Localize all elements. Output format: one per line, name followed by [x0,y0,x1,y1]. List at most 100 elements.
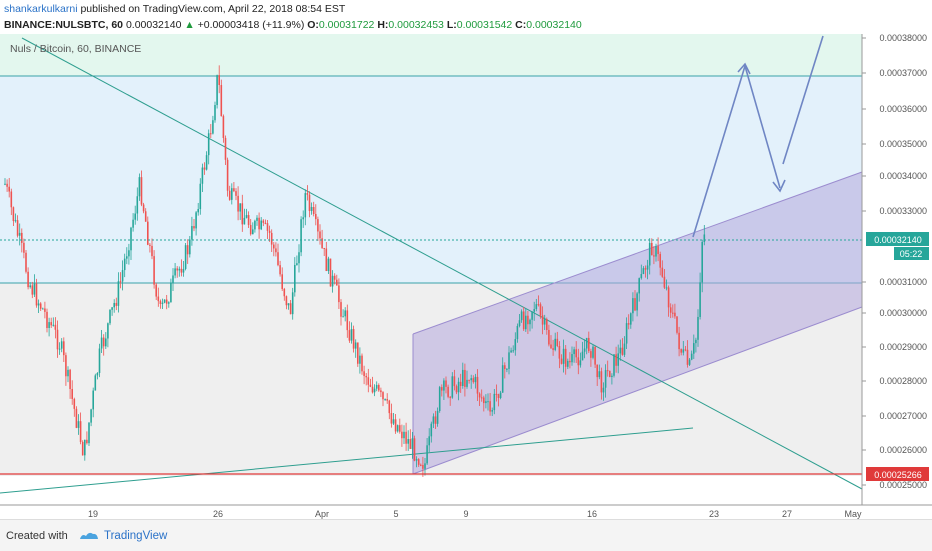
candle-body [384,399,386,401]
candle-body [226,159,229,191]
candle-body [590,351,592,358]
high-value: 0.00032453 [388,19,444,31]
price-tick-label: 0.00029000 [879,342,927,352]
candle-body [554,338,556,350]
time-tick-label: 9 [463,509,468,519]
open-value: 0.00031722 [318,19,375,31]
time-tick-label: 27 [782,509,792,519]
candle-body [333,275,336,280]
candle-body [65,355,67,377]
projection-path[interactable] [692,35,824,238]
candle-body [193,226,195,229]
candle-body [346,310,349,331]
candle-body [176,268,178,271]
candle-body [680,349,682,353]
descending-trendline[interactable] [21,37,863,490]
candle-body [317,219,319,232]
candle-body [462,369,464,386]
candle-body [592,346,594,358]
candle-body [336,279,338,286]
price-axis[interactable] [862,34,932,505]
candle-body [254,220,256,230]
candle-body [506,368,508,370]
candle-body [468,379,470,381]
candle-body [672,312,674,314]
candle-body [401,431,403,439]
channel-bottom-line[interactable] [412,306,863,475]
candle-body [453,376,456,387]
candle-body [684,349,687,351]
candle-body [338,285,340,303]
time-tick-label: Apr [315,509,329,519]
candle-body [451,376,454,398]
price-tick-label: 0.00025000 [879,480,927,490]
candle-body [291,292,294,315]
price-tick-label: 0.00026000 [879,445,927,455]
candle-body [119,281,122,283]
candle-body [585,337,588,349]
ascending-trendline[interactable] [0,427,694,494]
candle-body [239,203,241,212]
candle-body [550,344,552,349]
candle-body [543,319,546,325]
current-price-tag-text: 0.00032140 [874,235,922,245]
candle-body [516,325,519,340]
candle-body [659,254,661,268]
candle-body [14,220,17,222]
candle-body [365,375,367,378]
candle-body [682,349,685,353]
price-tick-label: 0.00035000 [879,139,927,149]
candle-body [283,288,286,297]
candle-body [648,242,651,266]
candle-body [522,311,525,330]
candle-body [94,375,97,391]
candle-body [508,352,510,369]
candle-body [512,350,514,352]
candle-body [703,234,706,242]
candle-body [594,346,596,365]
candle-body [111,307,113,310]
low-label: L: [446,19,457,31]
candle-body [663,276,666,288]
candle-body [56,329,59,350]
author-link[interactable]: shankarkulkarni [4,3,78,15]
time-axis[interactable] [0,505,932,519]
candle-body [304,193,307,218]
candle-body [489,401,491,412]
channel-top-line[interactable] [412,171,863,335]
candle-body [121,270,124,282]
candle-body [514,339,517,351]
candle-body [39,303,42,309]
candle-body [138,177,141,197]
candle-body [117,281,120,306]
price-tick-label: 0.00027000 [879,411,927,421]
candle-body [275,248,277,253]
candle-body [81,441,84,456]
tradingview-logo-icon[interactable] [78,528,100,542]
candle-body [168,302,170,304]
rising-channel[interactable] [413,172,862,474]
candle-body [630,313,632,325]
candle-body [653,255,655,257]
candle-body [531,311,533,320]
candle-body [569,360,571,363]
candle-body [478,393,481,398]
candle-body [264,222,267,224]
candle-body [107,323,109,339]
candle-body [123,258,126,271]
candle-body [285,296,288,306]
candle-body [403,431,405,439]
candle-body [583,348,586,352]
candle-body [321,238,323,249]
candle-body [388,400,391,414]
price-chart[interactable]: 0.00038000 0.00037000 0.00036000 0.00035000… [0,34,932,519]
candle-body [413,438,416,461]
candle-body [212,120,214,134]
candle-body [600,371,603,393]
candle-body [575,349,577,358]
tradingview-link[interactable]: TradingView [104,530,168,542]
candle-body [16,220,19,236]
candle-body [669,307,672,313]
candle-body [342,316,344,318]
candle-body [203,167,206,170]
